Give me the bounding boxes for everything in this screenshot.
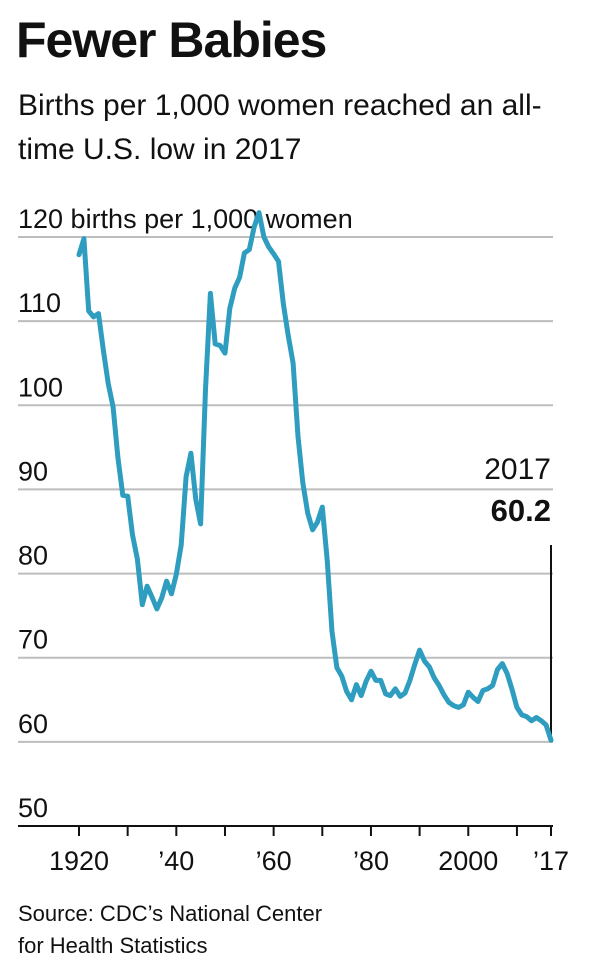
annotation-value: 60.2 [491,493,551,528]
source-line-2: for Health Statistics [18,933,208,958]
y-tick-label: 80 [18,541,48,571]
annotation-year: 2017 [484,453,551,486]
chart-subtitle: Births per 1,000 women reached an all-ti… [18,89,542,166]
x-tick-label: 2000 [438,846,498,876]
y-tick-label: 100 [18,372,63,402]
source-line-1: Source: CDC’s National Center [18,901,323,926]
y-tick-label: 120 births per 1,000 women [18,204,353,234]
y-tick-label: 60 [18,709,48,739]
chart-title: Fewer Babies [16,12,327,68]
x-tick-label: ’60 [256,846,292,876]
source-note: Source: CDC’s National Center for Health… [18,898,578,962]
x-tick-label: ’80 [353,846,389,876]
y-tick-label: 90 [18,456,48,486]
y-tick-label: 110 [18,288,61,318]
birth-rate-line [76,210,554,743]
x-tick-label: ’40 [158,846,194,876]
y-tick-label: 70 [18,625,48,655]
y-tick-label: 50 [18,793,48,823]
x-tick-label: 1920 [49,846,109,876]
x-tick-label: ’17 [533,846,569,876]
